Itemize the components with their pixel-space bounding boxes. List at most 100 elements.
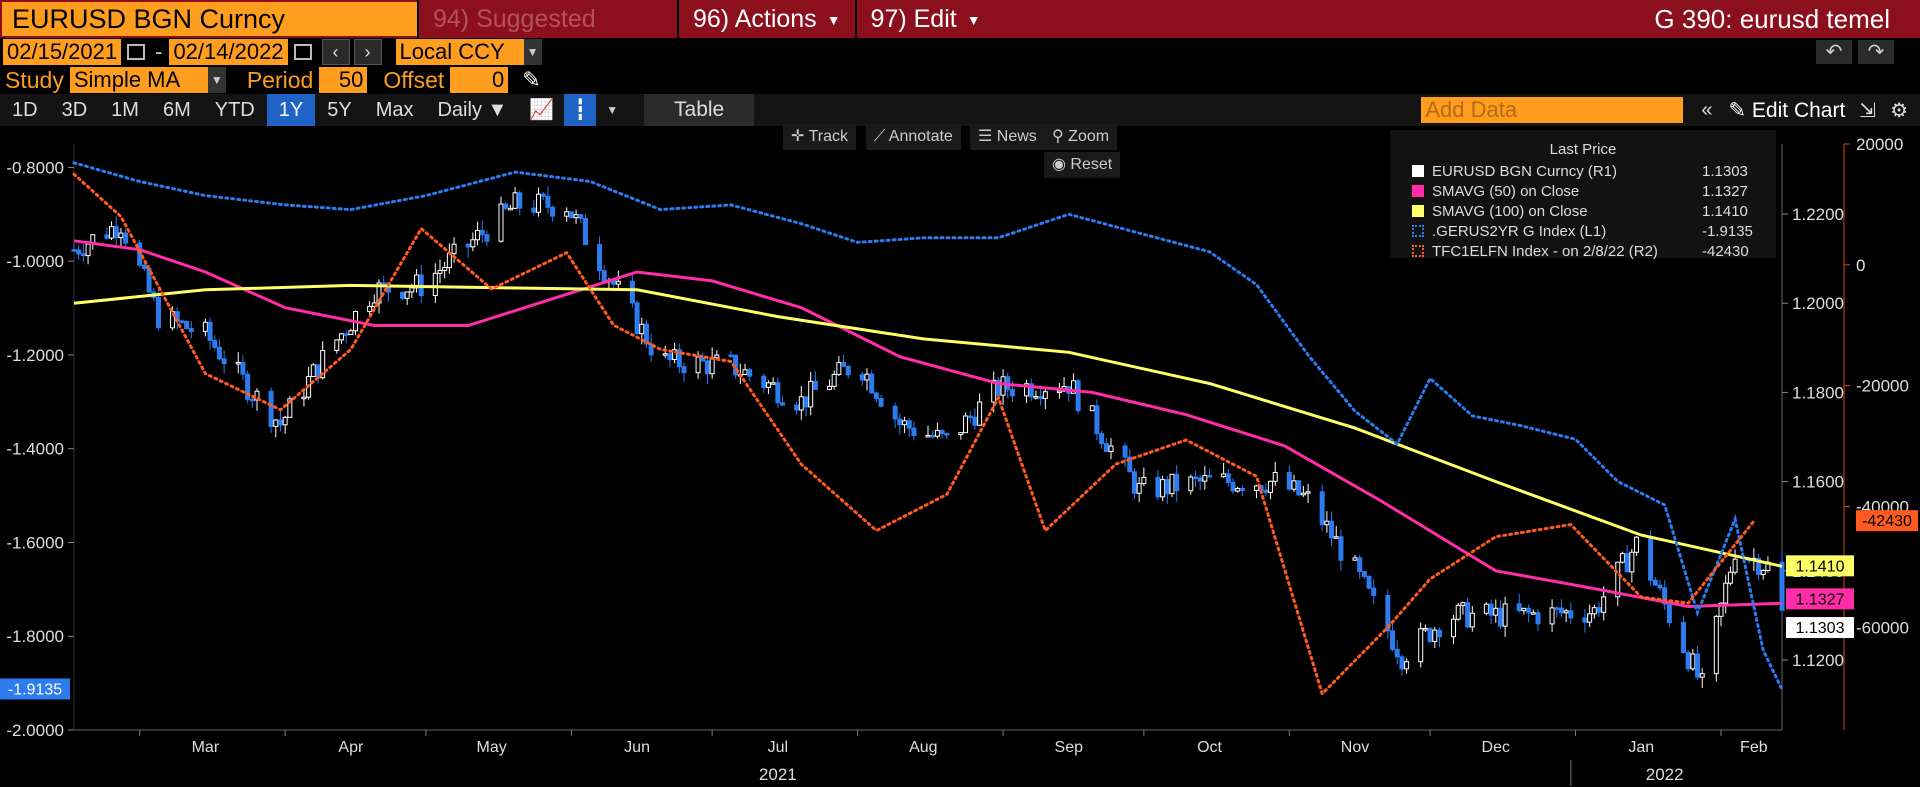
x-axis-month-label: Mar <box>192 739 220 756</box>
candle-body <box>465 243 471 248</box>
candle-body <box>1390 630 1396 650</box>
left-axis-tick-label: -1.0000 <box>6 252 64 271</box>
candle-body <box>1680 621 1686 653</box>
legend-item[interactable]: EURUSD BGN Curncy (R1) 1.1303 <box>1390 161 1776 181</box>
frequency-select[interactable]: Daily ▼ <box>425 94 519 126</box>
candle-body <box>1192 476 1198 480</box>
candle-body <box>282 416 288 426</box>
security-field[interactable]: EURUSD BGN Curncy <box>2 2 417 36</box>
calendar-icon[interactable] <box>293 44 312 60</box>
candle-body <box>1239 487 1245 491</box>
edit-chart-button[interactable]: ✎ Edit Chart <box>1728 98 1845 123</box>
previous-period-button[interactable]: ‹ <box>321 39 350 65</box>
edit-menu[interactable]: 97) Edit ▼ <box>854 0 995 38</box>
candle-body <box>76 249 82 255</box>
table-button[interactable]: Table <box>644 94 755 126</box>
candle-body <box>714 354 720 359</box>
news-icon: ☰ <box>978 128 993 145</box>
chart-series <box>71 161 1785 697</box>
legend-item-name: SMAVG (50) on Close <box>1432 182 1580 200</box>
candle-body <box>1582 617 1588 623</box>
legend-item[interactable]: SMAVG (50) on Close 1.1327 <box>1390 181 1776 201</box>
candle-body <box>1371 587 1377 596</box>
legend-swatch <box>1412 185 1424 197</box>
actions-menu[interactable]: 96) Actions ▼ <box>677 0 855 38</box>
annotate-button[interactable]: ⟋ Annotate <box>866 124 961 150</box>
chevron-down-icon[interactable]: ▼ <box>523 39 542 65</box>
track-button[interactable]: ✛ Track <box>783 124 856 150</box>
range-5y[interactable]: 5Y <box>327 99 352 121</box>
candle-body <box>1141 476 1147 485</box>
x-axis-month-label: Feb <box>1740 739 1768 756</box>
period-input[interactable]: 50 <box>319 67 368 93</box>
add-data-input[interactable]: Add Data <box>1421 97 1684 123</box>
candle-body <box>878 397 884 407</box>
gear-icon[interactable]: ⚙ <box>1890 99 1908 122</box>
candle-body <box>137 242 143 266</box>
candle-body <box>343 333 349 336</box>
legend-item[interactable]: .GERUS2YR G Index (L1) -1.9135 <box>1390 221 1776 241</box>
legend-swatch <box>1412 245 1424 257</box>
chart-axes: -0.8000 -1.0000 -1.2000 -1.4000 -1.6000 -1.80… <box>6 135 1909 786</box>
candle-body <box>662 353 668 356</box>
study-bar: Study Simple MA ▼ Period 50 Offset 0 ✎ <box>0 66 1920 94</box>
end-date-input[interactable]: 02/14/2022 <box>169 39 288 65</box>
offset-input[interactable]: 0 <box>450 67 509 93</box>
candle-body <box>1296 480 1302 496</box>
candle-body <box>1394 648 1400 658</box>
currency-select[interactable]: Local CCY <box>395 39 524 65</box>
candle-body <box>1535 612 1541 625</box>
chevron-down-icon[interactable]: ▼ <box>207 67 226 93</box>
undo-icon[interactable]: ↶ <box>1816 40 1852 64</box>
candle-body <box>277 419 283 426</box>
reset-button[interactable]: ◉ Reset <box>1044 152 1121 178</box>
candlestick-series <box>71 186 1785 689</box>
study-select[interactable]: Simple MA <box>69 67 208 93</box>
pencil-icon[interactable]: ✎ <box>522 67 541 92</box>
suggested-charts-menu[interactable]: 94) Suggested Charts <box>417 0 677 71</box>
range-1y[interactable]: 1Y <box>266 94 316 126</box>
calendar-icon[interactable] <box>127 44 146 60</box>
candle-body <box>1455 604 1461 620</box>
range-ytd[interactable]: YTD <box>214 99 255 121</box>
news-button[interactable]: ☰ News <box>970 124 1045 150</box>
right2-axis-tick-label: 0 <box>1856 256 1865 275</box>
range-1m[interactable]: 1M <box>111 99 139 121</box>
news-label: News <box>996 128 1037 145</box>
badge-bg <box>1786 555 1854 577</box>
chart-settings-icon[interactable]: ⇲ <box>1859 99 1877 122</box>
candle-body <box>1713 615 1719 675</box>
start-date-input[interactable]: 02/15/2021 <box>3 39 122 65</box>
page-title: G 390: eurusd temel <box>1654 3 1890 34</box>
candle-body <box>503 203 509 209</box>
x-axis-month-label: Dec <box>1482 739 1510 756</box>
candle-body <box>517 192 523 209</box>
candle-body <box>747 369 753 377</box>
chevron-down-icon[interactable]: ▼ <box>606 103 619 117</box>
candlestick-icon[interactable]: ┇ <box>564 94 597 126</box>
zoom-button[interactable]: ⚲ Zoom <box>1044 124 1118 150</box>
x-axis-year-label: 2022 <box>1646 765 1684 784</box>
range-6m[interactable]: 6M <box>162 99 191 121</box>
zoom-label: Zoom <box>1068 128 1110 145</box>
redo-icon[interactable]: ↷ <box>1858 40 1894 64</box>
candle-body <box>1272 471 1278 482</box>
candle-body <box>1361 571 1367 578</box>
candle-body <box>109 226 115 239</box>
candle-body <box>1122 445 1128 458</box>
price-chart[interactable]: -0.8000 -1.0000 -1.2000 -1.4000 -1.6000 -1.80… <box>0 126 1920 787</box>
legend-item[interactable]: TFC1ELFN Index - on 2/8/22 (R2) -42430 <box>1390 241 1776 261</box>
next-period-button[interactable]: › <box>353 39 382 65</box>
x-axis-month-label: Sep <box>1055 739 1084 756</box>
range-1d[interactable]: 1D <box>12 99 38 121</box>
range-max[interactable]: Max <box>375 99 414 121</box>
chevron-down-icon: ▼ <box>966 12 981 29</box>
candle-body <box>287 398 293 418</box>
candle-body <box>484 234 490 242</box>
collapse-icon[interactable]: « <box>1701 98 1713 121</box>
range-3d[interactable]: 3D <box>61 99 88 121</box>
legend-item[interactable]: SMAVG (100) on Close 1.1410 <box>1390 201 1776 221</box>
legend-swatch <box>1412 225 1424 237</box>
line-chart-icon[interactable]: 📈 <box>529 99 555 121</box>
candle-body <box>1615 561 1621 598</box>
